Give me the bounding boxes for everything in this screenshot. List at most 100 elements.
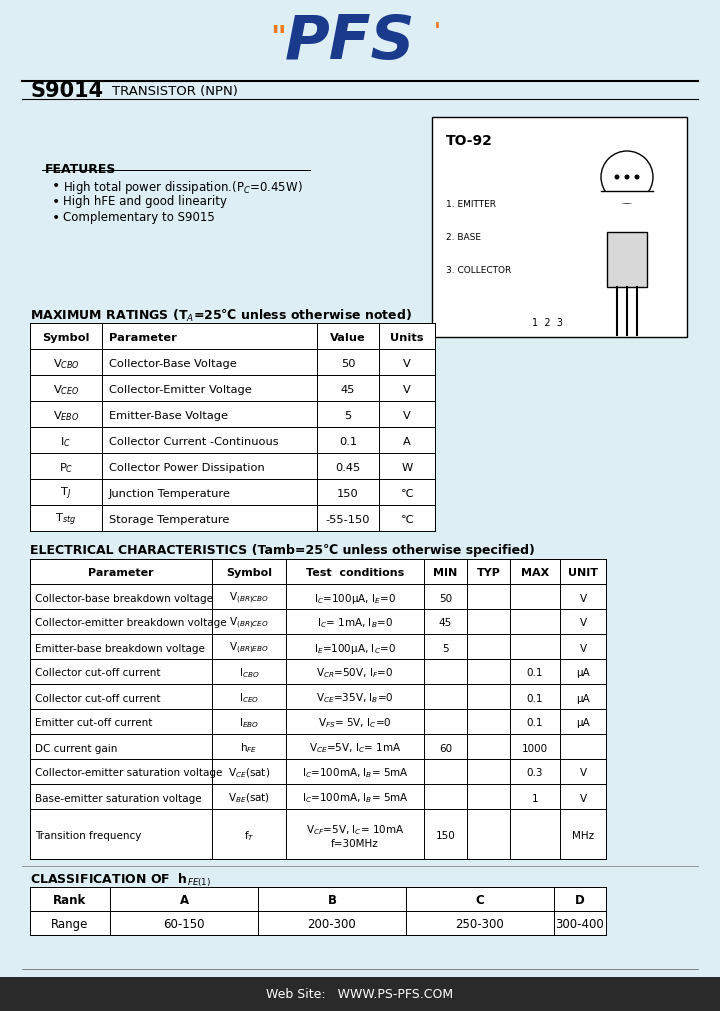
Text: TO-92: TO-92 [446,133,493,148]
Text: ℃: ℃ [400,515,413,525]
Text: V$_{CR}$=50V, I$_F$=0: V$_{CR}$=50V, I$_F$=0 [316,666,394,679]
Text: B: B [328,894,336,907]
Bar [601,192,653,204]
Bar [30,634,606,659]
Text: 1000: 1000 [522,743,548,753]
Text: 150: 150 [436,830,455,840]
Text: V$_{CE}$=5V, I$_C$= 1mA: V$_{CE}$=5V, I$_C$= 1mA [309,741,401,754]
Text: 60-150: 60-150 [163,918,204,930]
Text: ELECTRICAL CHARACTERISTICS (Tamb=25℃ unless otherwise specified): ELECTRICAL CHARACTERISTICS (Tamb=25℃ unl… [30,544,535,556]
Bar [0,977,720,1011]
Text: •: • [52,210,60,224]
Bar [30,324,435,350]
Text: 3. COLLECTOR: 3. COLLECTOR [446,266,511,275]
Bar [30,479,435,506]
Text: D: D [575,894,585,907]
Text: 5: 5 [344,410,351,421]
Circle shape [624,175,629,180]
Text: Rank: Rank [53,894,86,907]
Text: 250-300: 250-300 [456,918,505,930]
Bar [30,887,606,911]
Circle shape [614,175,619,180]
Text: 45: 45 [439,618,452,628]
Text: •: • [52,195,60,209]
Text: DC current gain: DC current gain [35,743,117,753]
Text: MIN: MIN [433,568,458,578]
Text: I$_C$= 1mA, I$_B$=0: I$_C$= 1mA, I$_B$=0 [317,616,393,630]
Bar [30,376,435,401]
Text: Transition frequency: Transition frequency [35,830,141,840]
Text: Range: Range [51,918,89,930]
Text: V$_{CF}$=5V, I$_C$= 10mA
f=30MHz: V$_{CF}$=5V, I$_C$= 10mA f=30MHz [306,823,405,848]
Text: V$_{FS}$= 5V, I$_C$=0: V$_{FS}$= 5V, I$_C$=0 [318,716,392,730]
Text: •: • [52,179,60,193]
Bar [30,734,606,759]
Text: 0.1: 0.1 [527,718,544,728]
Circle shape [634,175,639,180]
Text: ": " [270,23,286,53]
Text: 1. EMITTER: 1. EMITTER [446,200,496,209]
Text: 0.1: 0.1 [339,437,357,447]
Text: V: V [580,643,587,653]
Text: I$_E$=100μA, I$_C$=0: I$_E$=100μA, I$_C$=0 [314,641,396,655]
Text: ': ' [433,22,441,42]
Text: V$_{(BR)CBO}$: V$_{(BR)CBO}$ [229,590,269,606]
Text: V$_{CEO}$: V$_{CEO}$ [53,383,79,396]
Bar [30,454,435,479]
Text: 0.1: 0.1 [527,693,544,703]
Text: V: V [580,592,587,603]
Text: 50: 50 [341,359,355,369]
Text: CLASSIFICATION OF  h$_{FE(1)}$: CLASSIFICATION OF h$_{FE(1)}$ [30,871,211,889]
Text: μA: μA [576,693,590,703]
Bar [30,610,606,634]
Text: V: V [580,618,587,628]
Bar [30,428,435,454]
Text: f$_T$: f$_T$ [243,828,254,842]
Text: MAX: MAX [521,568,549,578]
Bar [30,911,606,935]
Text: Emitter cut-off current: Emitter cut-off current [35,718,153,728]
Bar [30,809,606,859]
Bar [30,710,606,734]
Text: 0.45: 0.45 [336,463,361,472]
Bar [30,350,435,376]
Text: Storage Temperature: Storage Temperature [109,515,230,525]
Bar [30,401,435,428]
Text: Complementary to S9015: Complementary to S9015 [63,210,215,223]
Text: P$_C$: P$_C$ [59,461,73,474]
Text: μA: μA [576,718,590,728]
Text: I$_{EBO}$: I$_{EBO}$ [239,716,259,730]
Text: Emitter-Base Voltage: Emitter-Base Voltage [109,410,228,421]
Bar [30,584,606,610]
Text: TRANSISTOR (NPN): TRANSISTOR (NPN) [112,84,238,97]
Text: TYP: TYP [477,568,500,578]
Text: V: V [580,767,587,777]
Text: 300-400: 300-400 [556,918,604,930]
Text: Junction Temperature: Junction Temperature [109,488,231,498]
Text: Units: Units [390,333,424,343]
Text: Collector Power Dissipation: Collector Power Dissipation [109,463,265,472]
Text: V$_{(BR)CEO}$: V$_{(BR)CEO}$ [229,615,269,631]
Text: UNIT: UNIT [568,568,598,578]
Text: Symbol: Symbol [42,333,90,343]
Text: V$_{CE}$=35V, I$_B$=0: V$_{CE}$=35V, I$_B$=0 [316,691,394,705]
Text: C: C [476,894,485,907]
Text: V$_{EBO}$: V$_{EBO}$ [53,408,79,423]
Text: Collector Current -Continuous: Collector Current -Continuous [109,437,279,447]
Text: 45: 45 [341,384,355,394]
Text: PFS: PFS [284,12,415,72]
Text: μA: μA [576,668,590,677]
Text: V: V [403,410,411,421]
Text: V$_{CBO}$: V$_{CBO}$ [53,357,79,371]
Text: 60: 60 [439,743,452,753]
Text: Collector cut-off current: Collector cut-off current [35,668,161,677]
Bar [30,506,435,532]
Text: A: A [403,437,411,447]
Text: FEATURES: FEATURES [45,163,117,176]
Text: 200-300: 200-300 [307,918,356,930]
Bar [607,233,647,288]
Text: Collector-Emitter Voltage: Collector-Emitter Voltage [109,384,252,394]
Bar [30,684,606,710]
Text: Base-emitter saturation voltage: Base-emitter saturation voltage [35,793,202,803]
Text: V: V [403,384,411,394]
